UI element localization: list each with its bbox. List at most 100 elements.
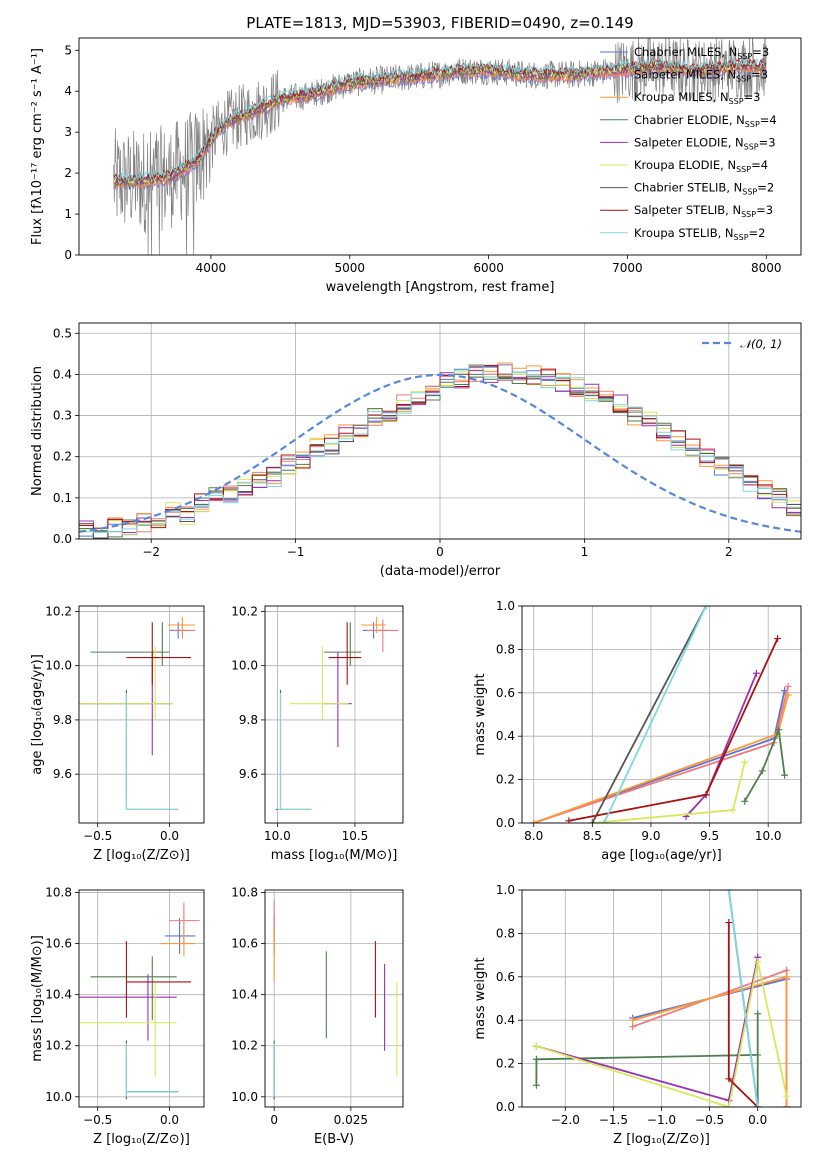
weight-marker	[729, 806, 737, 814]
x-tick-label: 1	[581, 545, 589, 559]
weight-marker	[775, 726, 783, 734]
histogram-salp_stelib	[79, 364, 801, 529]
weight-marker	[774, 635, 782, 643]
x-tick-label: −0.5	[83, 1113, 112, 1127]
y-tick-label: 3	[64, 125, 72, 139]
y-tick-label: 5	[64, 43, 72, 57]
y-tick-label: 1.0	[496, 599, 515, 613]
legend-entry: Salpeter MILES, NSSP=3	[634, 68, 768, 84]
x-tick-label: 8.5	[583, 829, 602, 843]
y-tick-label: 0.1	[53, 491, 72, 505]
weight-line-chab_elodie	[743, 726, 786, 802]
x-tick-label: 0	[436, 545, 444, 559]
x-tick-label: 9.5	[700, 829, 719, 843]
x-tick-label: 6000	[473, 261, 504, 275]
gaussian-curve	[79, 373, 801, 533]
axes-frame	[264, 889, 404, 1108]
legend-entry: Chabrier MILES, NSSP=3	[634, 45, 769, 61]
y-tick-label: 0.6	[496, 686, 515, 700]
spectrum-data-line	[113, 38, 767, 255]
weight-marker	[702, 791, 710, 799]
y-tick-label: 0.4	[53, 367, 72, 381]
weight-marker	[629, 1016, 637, 1024]
x-tick-label: 0.0	[748, 1113, 767, 1127]
y-tick-label: 0.2	[53, 450, 72, 464]
weight-marker	[725, 1103, 733, 1107]
weight-marker	[725, 890, 733, 894]
y-tick-label: 0.0	[496, 1100, 515, 1114]
model-line-krou_stelib	[113, 57, 766, 182]
x-axis-label: age [log₁₀(age/yr)]	[601, 848, 722, 863]
y-tick-label: 0.3	[53, 409, 72, 423]
weight-marker	[758, 767, 766, 775]
weight-marker	[530, 819, 538, 823]
legend-entry: Kroupa ELODIE, NSSP=4	[634, 158, 768, 174]
y-tick-label: 0.8	[496, 926, 515, 940]
legend-entry: Kroupa MILES, NSSP=3	[634, 90, 760, 106]
y-tick-label: 10.4	[231, 988, 258, 1002]
axes-frame	[264, 605, 404, 824]
weight-marker	[783, 1103, 791, 1107]
y-tick-label: 0.6	[496, 970, 515, 984]
x-tick-label: 10.0	[264, 829, 291, 843]
weight-line-krou_elodie	[536, 961, 788, 1107]
weight-marker	[725, 919, 733, 927]
residuals-plot-area	[79, 362, 801, 539]
x-axis-label: Z [log₁₀(Z/Z⊙)]	[93, 848, 190, 863]
x-tick-label: 0.025	[334, 1113, 368, 1127]
x-tick-label: −0.5	[83, 829, 112, 843]
weight-marker	[784, 682, 792, 690]
y-tick-label: 10.8	[45, 886, 72, 900]
x-tick-label: 9.0	[641, 829, 660, 843]
y-tick-label: 10.0	[231, 1090, 258, 1104]
weight-marker	[629, 1023, 637, 1031]
x-tick-label: −1.5	[599, 1113, 628, 1127]
y-tick-label: 9.8	[239, 713, 258, 727]
y-tick-label: 9.8	[53, 713, 72, 727]
legend-entry: Salpeter ELODIE, NSSP=3	[634, 135, 776, 151]
x-axis-label: Z [log₁₀(Z/Z⊙)]	[93, 1132, 190, 1147]
x-axis-label: mass [log₁₀(M/M⊙)]	[271, 848, 398, 863]
y-tick-label: 0.5	[53, 326, 72, 340]
x-tick-label: 4000	[196, 261, 227, 275]
y-tick-label: 10.4	[45, 988, 72, 1002]
x-axis-label: E(B-V)	[314, 1132, 354, 1147]
y-tick-label: 10.2	[45, 604, 72, 618]
y-tick-label: 1.0	[496, 883, 515, 897]
spectrum-legend: Chabrier MILES, NSSP=3 Salpeter MILES, NS…	[600, 45, 777, 242]
legend-entry: 𝒩(0, 1)	[740, 337, 782, 351]
weight-marker	[565, 817, 573, 823]
legend-entry: Chabrier ELODIE, NSSP=4	[634, 113, 777, 129]
weight-marker	[754, 958, 762, 966]
legend-entry: Salpeter STELIB, NSSP=3	[634, 203, 773, 219]
y-tick-label: 4	[64, 84, 72, 98]
age_vs_Z-panel: −0.5 0.0 9.6 9.8 10.0 10.2 Z [log₁₀(Z/Z⊙)] age …	[30, 604, 205, 863]
weight-marker	[725, 1075, 733, 1083]
y-tick-label: 9.6	[239, 767, 258, 781]
y-tick-label: 10.0	[45, 659, 72, 673]
weight_vs_age-plot-area	[530, 606, 792, 823]
axes-frame	[78, 889, 205, 1108]
y-tick-label: 10.0	[45, 1090, 72, 1104]
weight-marker	[781, 771, 789, 779]
weight_vs_Z-plot-area	[532, 890, 791, 1107]
y-tick-label: 0	[64, 248, 72, 262]
weight-marker	[783, 1092, 791, 1100]
axes-frame	[78, 605, 205, 824]
x-tick-label: 0	[270, 1113, 278, 1127]
y-tick-label: 10.6	[231, 937, 258, 951]
x-axis-label: Z [log₁₀(Z/Z⊙)]	[613, 1132, 710, 1147]
y-tick-label: 10.2	[231, 604, 258, 618]
weight-marker	[783, 973, 791, 981]
x-axis-label: (data-model)/error	[380, 564, 501, 579]
weight-marker	[752, 669, 760, 677]
y-tick-label: 2	[64, 166, 72, 180]
weight-line-krou_stelib	[603, 606, 707, 823]
y-axis-label: Flux [fλ10⁻¹⁷ erg cm⁻² s⁻¹ A⁻¹]	[30, 48, 45, 245]
y-tick-label: 10.2	[45, 1039, 72, 1053]
mass_vs_Z-panel: −0.5 0.0 10.0 10.2 10.4 10.6 10.8 Z [log₁₀(Z/Z⊙…	[30, 886, 205, 1147]
axes-frame	[78, 37, 802, 256]
spectrum-panel: 4000 5000 6000 7000 8000 0 1 2 3 4 5 wavelength [An…	[30, 37, 802, 295]
y-axis-label: mass weight	[473, 957, 488, 1039]
x-tick-label: 8000	[751, 261, 782, 275]
